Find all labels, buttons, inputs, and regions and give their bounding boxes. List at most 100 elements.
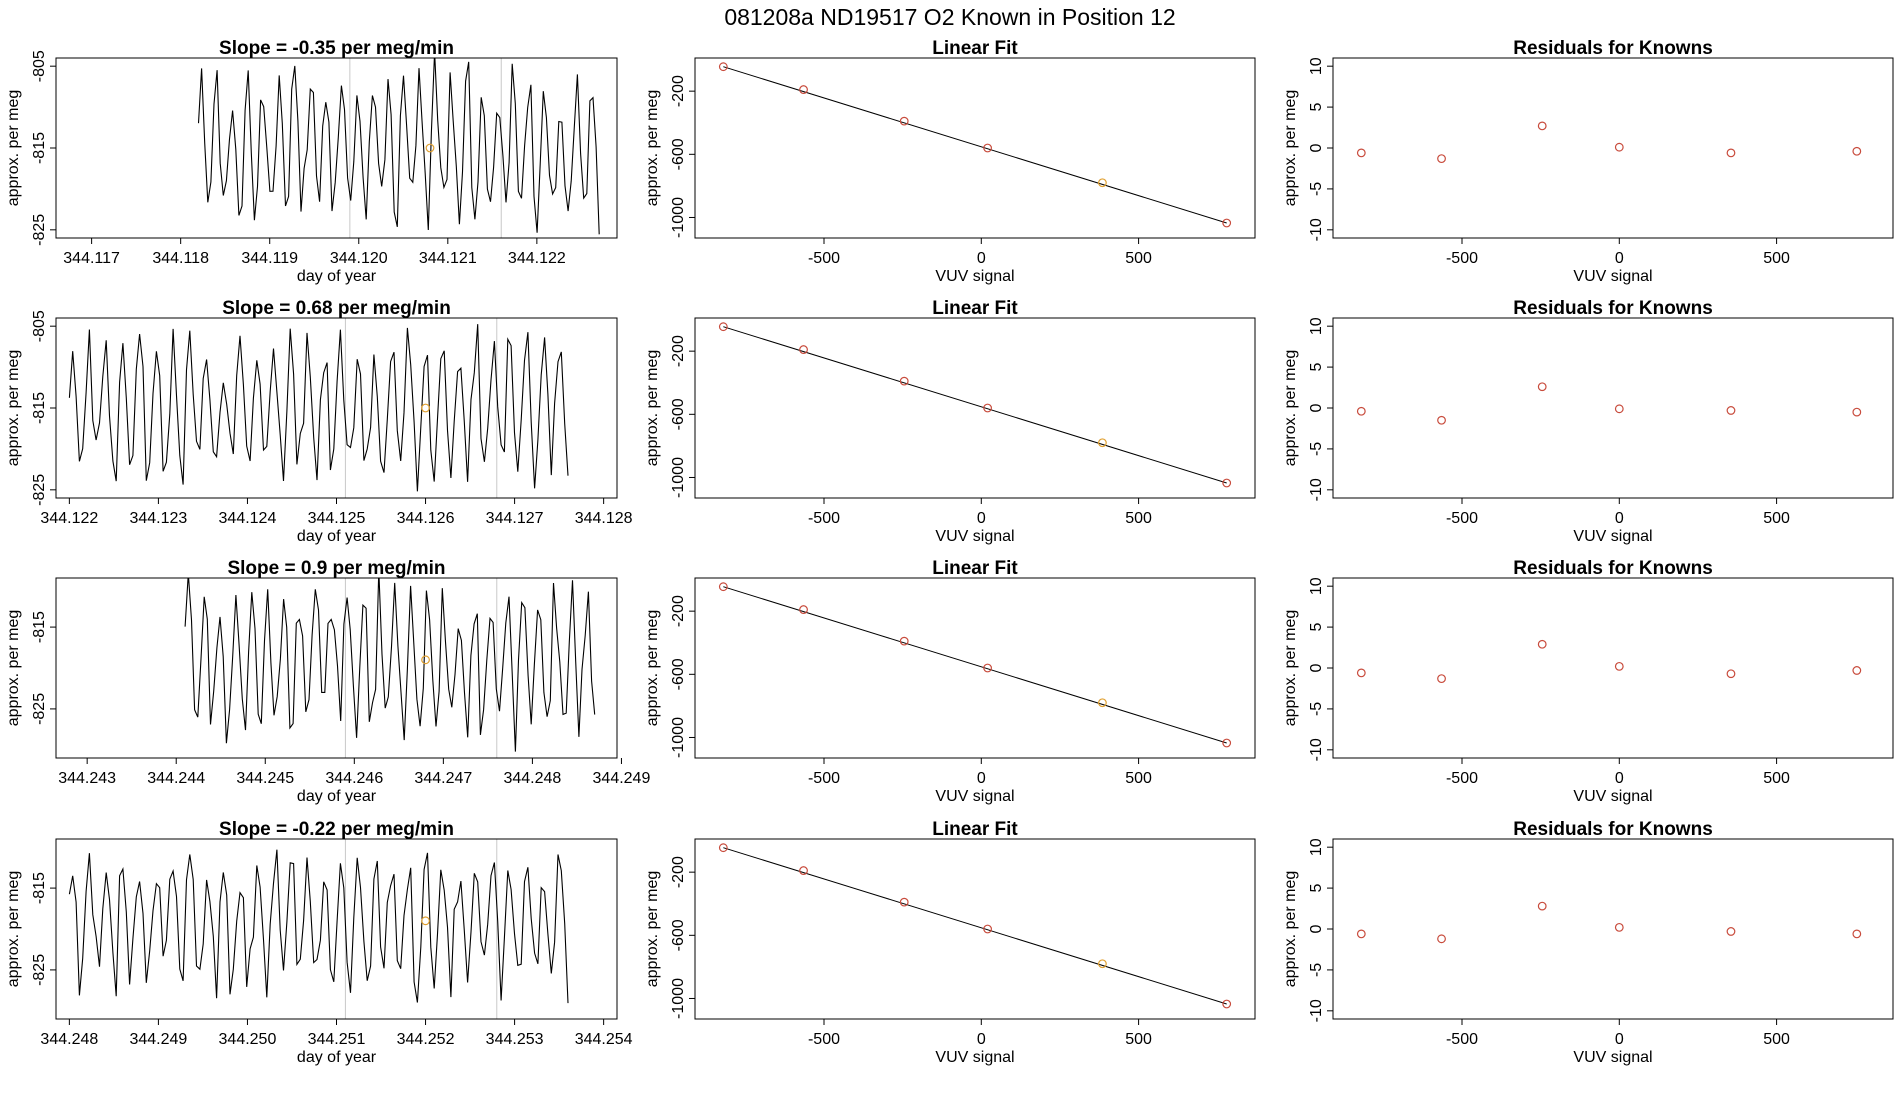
panel-2-resid-ylabel: approx. per meg bbox=[1282, 610, 1299, 727]
panel-1-fit-title: Linear Fit bbox=[932, 298, 1018, 319]
panel-3-fit-point-4 bbox=[1098, 959, 1107, 969]
panel-1-resid-point-4 bbox=[1726, 406, 1736, 415]
panel-2-timeseries-xlabel: day of year bbox=[297, 788, 377, 805]
panel-2-fit-frame bbox=[694, 577, 1256, 759]
panel-2-fit-point-0 bbox=[718, 582, 728, 592]
panel-0-resid-point-3 bbox=[1614, 142, 1624, 152]
panel-2-timeseries-plot-area bbox=[184, 578, 596, 758]
panel-0-fit-xlabel: VUV signal bbox=[935, 268, 1014, 285]
panel-3-fit-plot-area bbox=[718, 843, 1232, 1009]
panel-1-resid-point-2 bbox=[1537, 382, 1547, 392]
panel-2-fit-title: Linear Fit bbox=[932, 558, 1018, 579]
panel-2-timeseries-ytick-label-1: -825 bbox=[31, 693, 48, 725]
panel-0-resid-point-0 bbox=[1356, 148, 1366, 158]
panel-2-fit-ytick-label-1: -600 bbox=[670, 658, 687, 690]
panel-2-timeseries-xtick-label-2: 344.245 bbox=[236, 770, 294, 787]
panel-1-fit-fit-line bbox=[723, 326, 1227, 484]
panel-1-resid-point-5 bbox=[1852, 407, 1862, 417]
panel-3-timeseries-xtick-label-3: 344.251 bbox=[308, 1031, 366, 1048]
panel-3-fit-ytick-label-1: -600 bbox=[670, 919, 687, 951]
panel-3-fit-title: Linear Fit bbox=[932, 819, 1018, 840]
panel-2-timeseries-title: Slope = 0.9 per meg/min bbox=[227, 558, 445, 579]
panel-2-timeseries-series-line bbox=[184, 578, 596, 752]
panel-1-resid-xtick-label-1: 0 bbox=[1615, 510, 1624, 527]
panel-2-timeseries-xtick-label-3: 344.246 bbox=[325, 770, 383, 787]
panel-0-timeseries-frame bbox=[55, 57, 618, 239]
panel-0-timeseries-xtick-label-1: 344.118 bbox=[152, 250, 209, 267]
panel-3-timeseries-xtick-label-0: 344.248 bbox=[40, 1031, 98, 1048]
panel-1-timeseries-title: Slope = 0.68 per meg/min bbox=[222, 298, 451, 319]
panel-3-fit-xtick-label-2: 500 bbox=[1125, 1031, 1152, 1048]
panel-3-fit-xtick-label-0: -500 bbox=[808, 1031, 840, 1048]
panel-1-timeseries-xtick-label-1: 344.123 bbox=[129, 510, 187, 527]
panel-0-fit: Linear Fit -500 0 500 VUV signal -200 -600 -100… bbox=[644, 38, 1256, 285]
panel-0-timeseries-plot-area bbox=[197, 58, 600, 238]
panel-2-fit-xtick-label-1: 0 bbox=[977, 770, 986, 787]
panel-2-fit-xtick-label-0: -500 bbox=[808, 770, 840, 787]
panel-0-resid-ylabel: approx. per meg bbox=[1282, 90, 1299, 207]
panel-1-resid-ytick-label-3: -5 bbox=[1308, 442, 1325, 456]
panel-1-fit-point-2 bbox=[899, 376, 909, 386]
panel-2-resid-point-5 bbox=[1852, 666, 1862, 675]
panel-0-fit-xtick-label-0: -500 bbox=[808, 250, 840, 267]
panel-3-resid-ytick-label-2: 0 bbox=[1308, 924, 1325, 933]
panel-3-fit-point-3 bbox=[983, 924, 992, 934]
panel-0-resid-point-1 bbox=[1437, 154, 1446, 164]
panel-1-resid-ytick-label-1: 5 bbox=[1308, 363, 1325, 372]
panel-0-timeseries-xtick-label-4: 344.121 bbox=[419, 250, 477, 267]
panel-1-resid-ytick-label-4: -10 bbox=[1308, 478, 1325, 501]
panel-2-fit-xtick-label-2: 500 bbox=[1125, 770, 1152, 787]
panel-1-resid-plot-area bbox=[1356, 382, 1862, 425]
panel-1-fit-point-5 bbox=[1222, 478, 1232, 488]
panel-1-fit-ytick-label-0: -200 bbox=[670, 335, 687, 367]
panel-3-timeseries-ylabel: approx. per meg bbox=[5, 871, 22, 988]
panel-0-resid-point-2 bbox=[1537, 121, 1547, 131]
panel-1-resid-xtick-label-2: 500 bbox=[1763, 510, 1790, 527]
panel-3-fit-point-1 bbox=[799, 866, 808, 875]
panel-2-resid-xtick-label-1: 0 bbox=[1615, 770, 1624, 787]
panel-2-timeseries-ylabel: approx. per meg bbox=[5, 610, 22, 727]
panel-1-fit-xtick-label-0: -500 bbox=[808, 510, 840, 527]
panel-2-fit-point-2 bbox=[899, 636, 909, 646]
panel-3-resid-title: Residuals for Knowns bbox=[1513, 819, 1713, 840]
panel-0-timeseries-ytick-label-1: -815 bbox=[31, 132, 48, 164]
panel-3-resid-ytick-label-3: -5 bbox=[1308, 963, 1325, 977]
panel-0-timeseries-xlabel: day of year bbox=[297, 268, 377, 285]
panel-1-resid-xtick-label-0: -500 bbox=[1446, 510, 1478, 527]
panel-3-timeseries-title: Slope = -0.22 per meg/min bbox=[219, 819, 454, 840]
panel-3-fit-ylabel: approx. per meg bbox=[644, 871, 661, 988]
panel-0-resid-xtick-label-2: 500 bbox=[1763, 250, 1790, 267]
panel-0-fit-point-0 bbox=[718, 62, 728, 72]
panel-3-resid-xlabel: VUV signal bbox=[1573, 1049, 1652, 1066]
panel-0-timeseries-xtick-label-3: 344.120 bbox=[330, 250, 388, 267]
panel-2-timeseries-xtick-label-5: 344.248 bbox=[503, 770, 561, 787]
panel-1-resid-point-0 bbox=[1356, 406, 1366, 416]
panel-1-fit-xtick-label-2: 500 bbox=[1125, 510, 1152, 527]
panel-0-fit-ytick-label-2: -1000 bbox=[670, 197, 687, 238]
panel-2-resid-xlabel: VUV signal bbox=[1573, 788, 1652, 805]
panel-3-timeseries-series-line bbox=[68, 849, 569, 1004]
panel-0-resid-title: Residuals for Knowns bbox=[1513, 38, 1713, 59]
panel-2-fit-point-5 bbox=[1222, 738, 1232, 748]
panel-2-fit-ytick-label-0: -200 bbox=[670, 595, 687, 627]
panel-3-fit-frame bbox=[694, 838, 1256, 1020]
panel-3-timeseries-xtick-label-5: 344.253 bbox=[486, 1031, 544, 1048]
panel-2-resid-point-3 bbox=[1614, 661, 1624, 671]
panel-3-fit-xlabel: VUV signal bbox=[935, 1049, 1014, 1066]
panel-1-resid-xlabel: VUV signal bbox=[1573, 528, 1652, 545]
panel-2-timeseries-ytick-label-0: -815 bbox=[31, 611, 48, 643]
panel-3-resid-point-0 bbox=[1356, 929, 1366, 939]
panel-2-timeseries-xtick-label-6: 344.249 bbox=[593, 770, 651, 787]
panel-3-fit-point-5 bbox=[1222, 999, 1232, 1009]
panel-0-resid-xtick-label-0: -500 bbox=[1446, 250, 1478, 267]
panel-2-resid-plot-area bbox=[1356, 639, 1862, 684]
panel-2-fit: Linear Fit -500 0 500 VUV signal -200 -600 -100… bbox=[644, 558, 1256, 805]
panel-1-timeseries-xtick-label-2: 344.124 bbox=[219, 510, 277, 527]
panel-3-resid-ytick-label-0: 10 bbox=[1308, 838, 1325, 856]
panel-3-resid-point-5 bbox=[1852, 929, 1862, 939]
panel-1-timeseries-highlight-point bbox=[421, 403, 430, 413]
panel-3-fit-point-0 bbox=[718, 843, 728, 853]
panel-3-timeseries-ytick-label-0: -815 bbox=[31, 872, 48, 904]
panel-0-timeseries-highlight-point bbox=[425, 143, 435, 153]
panel-3-resid-frame bbox=[1332, 838, 1894, 1020]
